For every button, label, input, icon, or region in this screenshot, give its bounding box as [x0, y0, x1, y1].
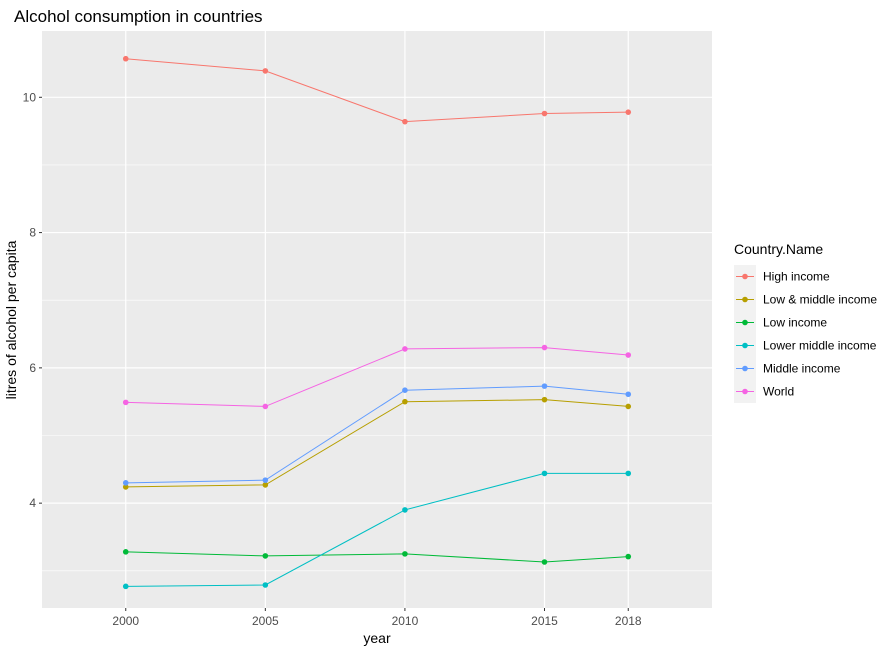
chart-title: Alcohol consumption in countries [14, 7, 263, 26]
legend: Country.Name High income Low & middle inc… [734, 241, 877, 403]
data-point [122, 480, 129, 486]
data-point [625, 470, 632, 477]
y-tick-label: 10 [23, 90, 37, 104]
legend-label: World [763, 385, 794, 399]
legend-item: Middle income [734, 357, 841, 380]
legend-label: Low income [763, 316, 827, 330]
minor-gridlines [42, 164, 712, 572]
data-point [625, 109, 632, 115]
y-axis: 4 6 8 10 [23, 90, 42, 510]
data-point [625, 553, 632, 560]
legend-label: Lower middle income [763, 339, 877, 353]
data-point [402, 551, 408, 557]
data-point [541, 396, 548, 403]
x-axis: 2000 2005 2010 2015 2018 [112, 608, 642, 628]
data-point [625, 403, 632, 410]
data-point [541, 470, 548, 477]
series-5 [122, 344, 632, 410]
data-point [262, 403, 269, 410]
data-point [122, 484, 129, 490]
series-1 [122, 396, 632, 490]
legend-item: Lower middle income [734, 334, 877, 357]
data-point [262, 482, 269, 488]
data-point [402, 387, 408, 393]
data-point [262, 477, 269, 483]
data-point [122, 399, 129, 406]
series-2 [122, 549, 632, 565]
series-4 [122, 383, 632, 486]
data-point [541, 344, 548, 351]
legend-key-point [742, 342, 748, 349]
x-tick-label: 2010 [392, 614, 419, 628]
data-point [122, 55, 129, 62]
data-point [625, 391, 632, 398]
x-tick-label: 2015 [531, 614, 558, 628]
legend-key-point [742, 296, 748, 303]
legend-title: Country.Name [734, 241, 823, 257]
data-point [262, 68, 269, 74]
legend-item: Low & middle income [734, 288, 877, 311]
x-tick-label: 2018 [615, 614, 642, 628]
series-layer [122, 55, 632, 590]
x-tick-label: 2005 [252, 614, 279, 628]
data-point [541, 559, 548, 565]
x-tick-label: 2000 [112, 614, 139, 628]
y-tick-label: 8 [29, 226, 36, 240]
plot-panel [42, 31, 712, 608]
legend-label: Low & middle income [763, 293, 877, 307]
legend-item: Low income [734, 311, 827, 334]
data-point [541, 383, 548, 389]
legend-key-point [742, 365, 748, 372]
data-point [262, 582, 269, 588]
y-tick-label: 4 [29, 496, 36, 510]
data-point [402, 118, 408, 125]
legend-label: Middle income [763, 362, 841, 376]
legend-key-point [742, 273, 748, 280]
legend-item: World [734, 380, 794, 403]
series-0 [122, 55, 632, 125]
legend-item: High income [734, 265, 830, 288]
y-tick-label: 6 [29, 361, 36, 375]
x-axis-title: year [363, 630, 391, 646]
data-point [402, 507, 408, 513]
legend-key-point [742, 388, 748, 395]
legend-label: High income [763, 270, 830, 284]
y-axis-title: litres of alcohol per capita [3, 240, 19, 399]
data-point [402, 398, 408, 405]
data-point [122, 583, 129, 590]
major-gridlines [42, 31, 712, 608]
data-point [122, 549, 129, 555]
data-point [541, 110, 548, 117]
series-3 [122, 470, 632, 590]
data-point [262, 553, 269, 559]
data-point [402, 346, 408, 352]
data-point [625, 352, 632, 358]
legend-key-point [742, 319, 748, 326]
